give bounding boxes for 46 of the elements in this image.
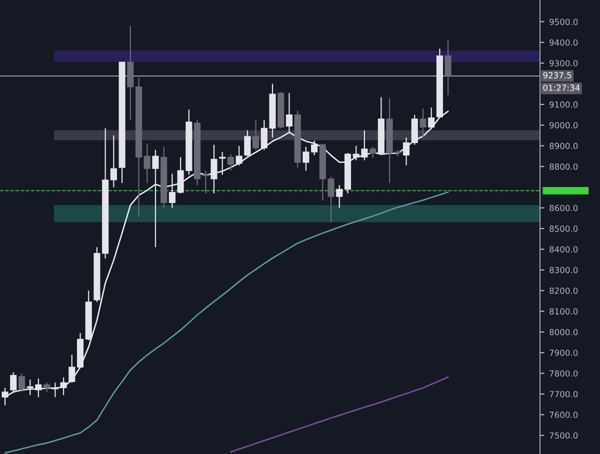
y-tick-label: 8900.0 xyxy=(550,142,578,150)
text: 01:27:34 xyxy=(543,84,580,91)
candlestick xyxy=(244,130,251,157)
candlestick xyxy=(311,140,318,156)
y-tick-label: 8200.0 xyxy=(550,288,578,294)
y-tick-label: 8800.0 xyxy=(550,163,578,170)
candlestick xyxy=(227,154,234,172)
y-tick-label: 8000.0 xyxy=(550,328,578,336)
y-tick-label: 7900.0 xyxy=(550,350,578,356)
candlestick xyxy=(444,40,452,96)
candlestick xyxy=(411,114,418,146)
y-tick-label: 7500.0 xyxy=(550,432,578,439)
candlestick xyxy=(402,136,410,166)
y-tick-label: 9100.0 xyxy=(550,101,578,108)
candlestick xyxy=(144,143,150,184)
ref-line-label: 9237.5 xyxy=(543,72,572,78)
candlestick xyxy=(68,354,76,384)
candlestick xyxy=(168,173,176,208)
candlestick xyxy=(110,134,117,188)
candlestick xyxy=(210,144,218,194)
y-tick-label: 7700.0 xyxy=(550,391,578,398)
candlestick xyxy=(336,184,343,208)
candlestick xyxy=(152,149,159,248)
candlestick xyxy=(302,146,310,172)
line-series xyxy=(230,376,449,453)
line-series xyxy=(4,191,449,454)
candlestick xyxy=(219,151,226,176)
y-tick-label: 8500.0 xyxy=(550,226,578,232)
candlestick xyxy=(236,145,242,166)
y-tick-label: 9500.0 xyxy=(550,18,578,25)
candlestick xyxy=(252,119,260,151)
y-tick-label: 8300.0 xyxy=(550,266,578,274)
candlestick xyxy=(44,382,50,393)
y-tick-label: 8600.0 xyxy=(550,204,578,212)
y-tick-label: 7600.0 xyxy=(550,412,578,418)
candlestick xyxy=(10,372,17,394)
candlestick xyxy=(370,146,376,159)
y-tick-label: 8100.0 xyxy=(550,308,578,315)
candlestick xyxy=(420,108,426,138)
y-tick-label: 9400.0 xyxy=(550,39,578,46)
candlestick xyxy=(18,372,26,393)
y-tick-label: 7800.0 xyxy=(550,370,578,377)
y-tick-label: 8400.0 xyxy=(550,246,578,253)
candlestick xyxy=(202,170,209,194)
y-tick-label: 9000.0 xyxy=(550,122,578,128)
y-tick-label: 9300.0 xyxy=(550,60,578,66)
